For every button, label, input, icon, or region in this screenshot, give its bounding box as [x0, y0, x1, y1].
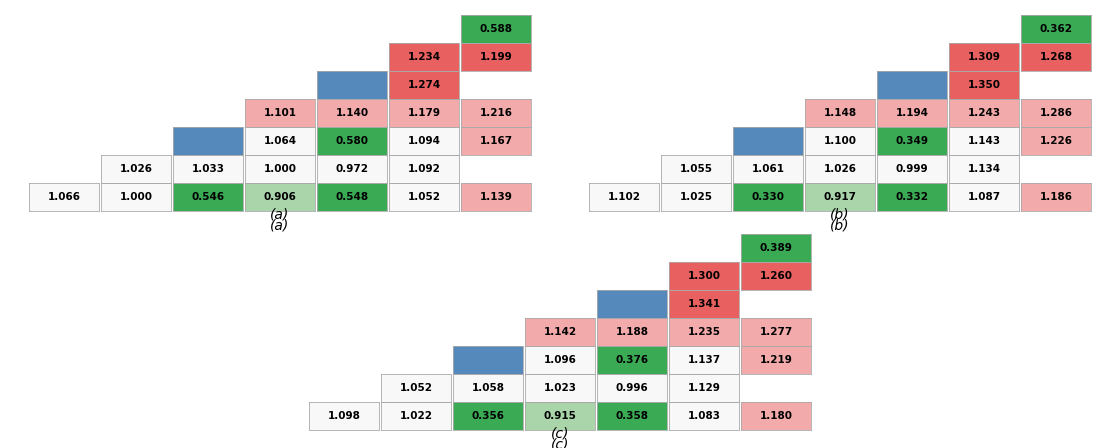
Text: 1.219: 1.219 — [759, 355, 793, 365]
Text: 1.129: 1.129 — [688, 383, 720, 393]
Text: 1.148: 1.148 — [823, 108, 857, 118]
Text: 1.350: 1.350 — [968, 80, 1000, 90]
Text: 1.026: 1.026 — [120, 164, 152, 174]
Text: 0.362: 0.362 — [1039, 24, 1073, 34]
Text: 0.996: 0.996 — [616, 383, 648, 393]
Text: 1.194: 1.194 — [896, 108, 928, 118]
Text: 1.052: 1.052 — [408, 192, 440, 202]
Text: 1.180: 1.180 — [759, 411, 793, 421]
Text: 1.087: 1.087 — [968, 192, 1000, 202]
Text: 1.243: 1.243 — [968, 108, 1000, 118]
Text: 1.277: 1.277 — [759, 327, 793, 337]
Text: 1.000: 1.000 — [120, 192, 152, 202]
Text: 1.300: 1.300 — [688, 271, 720, 281]
Text: 0.358: 0.358 — [616, 411, 648, 421]
Text: 1.066: 1.066 — [47, 192, 81, 202]
Text: 1.216: 1.216 — [479, 108, 513, 118]
Text: 1.286: 1.286 — [1039, 108, 1073, 118]
Text: 0.356: 0.356 — [472, 411, 504, 421]
Text: 0.580: 0.580 — [336, 136, 368, 146]
Text: (a): (a) — [270, 219, 290, 233]
Text: 1.094: 1.094 — [408, 136, 440, 146]
Text: 1.061: 1.061 — [752, 164, 784, 174]
Text: 1.058: 1.058 — [472, 383, 504, 393]
Text: 1.033: 1.033 — [192, 164, 224, 174]
Text: 1.026: 1.026 — [823, 164, 857, 174]
Text: 1.167: 1.167 — [479, 136, 513, 146]
Text: 0.332: 0.332 — [896, 192, 928, 202]
Text: 1.000: 1.000 — [263, 164, 297, 174]
Text: 1.023: 1.023 — [543, 383, 577, 393]
Text: 1.142: 1.142 — [543, 327, 577, 337]
Text: 0.999: 0.999 — [896, 164, 928, 174]
Text: 1.226: 1.226 — [1039, 136, 1073, 146]
Text: 1.100: 1.100 — [823, 136, 857, 146]
Text: 0.389: 0.389 — [759, 243, 793, 253]
Text: 1.134: 1.134 — [968, 164, 1000, 174]
Text: 1.309: 1.309 — [968, 52, 1000, 62]
Text: 1.143: 1.143 — [968, 136, 1000, 146]
Text: 0.915: 0.915 — [543, 411, 577, 421]
Text: 1.188: 1.188 — [616, 327, 648, 337]
Text: 1.137: 1.137 — [688, 355, 720, 365]
Text: 1.234: 1.234 — [408, 52, 440, 62]
Text: 1.022: 1.022 — [400, 411, 432, 421]
Text: 1.274: 1.274 — [408, 80, 440, 90]
Text: 0.548: 0.548 — [335, 192, 368, 202]
Text: 0.917: 0.917 — [823, 192, 857, 202]
Text: 1.096: 1.096 — [543, 355, 577, 365]
Text: 1.052: 1.052 — [400, 383, 432, 393]
Text: 0.349: 0.349 — [896, 136, 928, 146]
Text: 0.588: 0.588 — [479, 24, 513, 34]
Text: (c): (c) — [551, 438, 569, 448]
Text: 0.330: 0.330 — [752, 192, 784, 202]
Text: 0.546: 0.546 — [192, 192, 225, 202]
Text: (c): (c) — [551, 426, 569, 440]
Text: 0.906: 0.906 — [263, 192, 297, 202]
Text: 1.179: 1.179 — [408, 108, 440, 118]
Text: 1.064: 1.064 — [263, 136, 297, 146]
Text: 0.972: 0.972 — [336, 164, 368, 174]
Text: 1.341: 1.341 — [688, 299, 720, 309]
Text: 1.260: 1.260 — [759, 271, 793, 281]
Text: 1.092: 1.092 — [408, 164, 440, 174]
Text: 1.140: 1.140 — [335, 108, 368, 118]
Text: 1.199: 1.199 — [479, 52, 512, 62]
Text: (b): (b) — [830, 219, 850, 233]
Text: 1.055: 1.055 — [680, 164, 712, 174]
Text: 1.139: 1.139 — [479, 192, 513, 202]
Text: (a): (a) — [270, 207, 290, 221]
Text: 1.186: 1.186 — [1039, 192, 1073, 202]
Text: 1.268: 1.268 — [1039, 52, 1073, 62]
Text: 1.102: 1.102 — [607, 192, 641, 202]
Text: 1.083: 1.083 — [688, 411, 720, 421]
Text: 1.025: 1.025 — [680, 192, 712, 202]
Text: (b): (b) — [830, 207, 850, 221]
Text: 1.235: 1.235 — [688, 327, 720, 337]
Text: 0.376: 0.376 — [615, 355, 648, 365]
Text: 1.098: 1.098 — [327, 411, 361, 421]
Text: 1.101: 1.101 — [263, 108, 297, 118]
